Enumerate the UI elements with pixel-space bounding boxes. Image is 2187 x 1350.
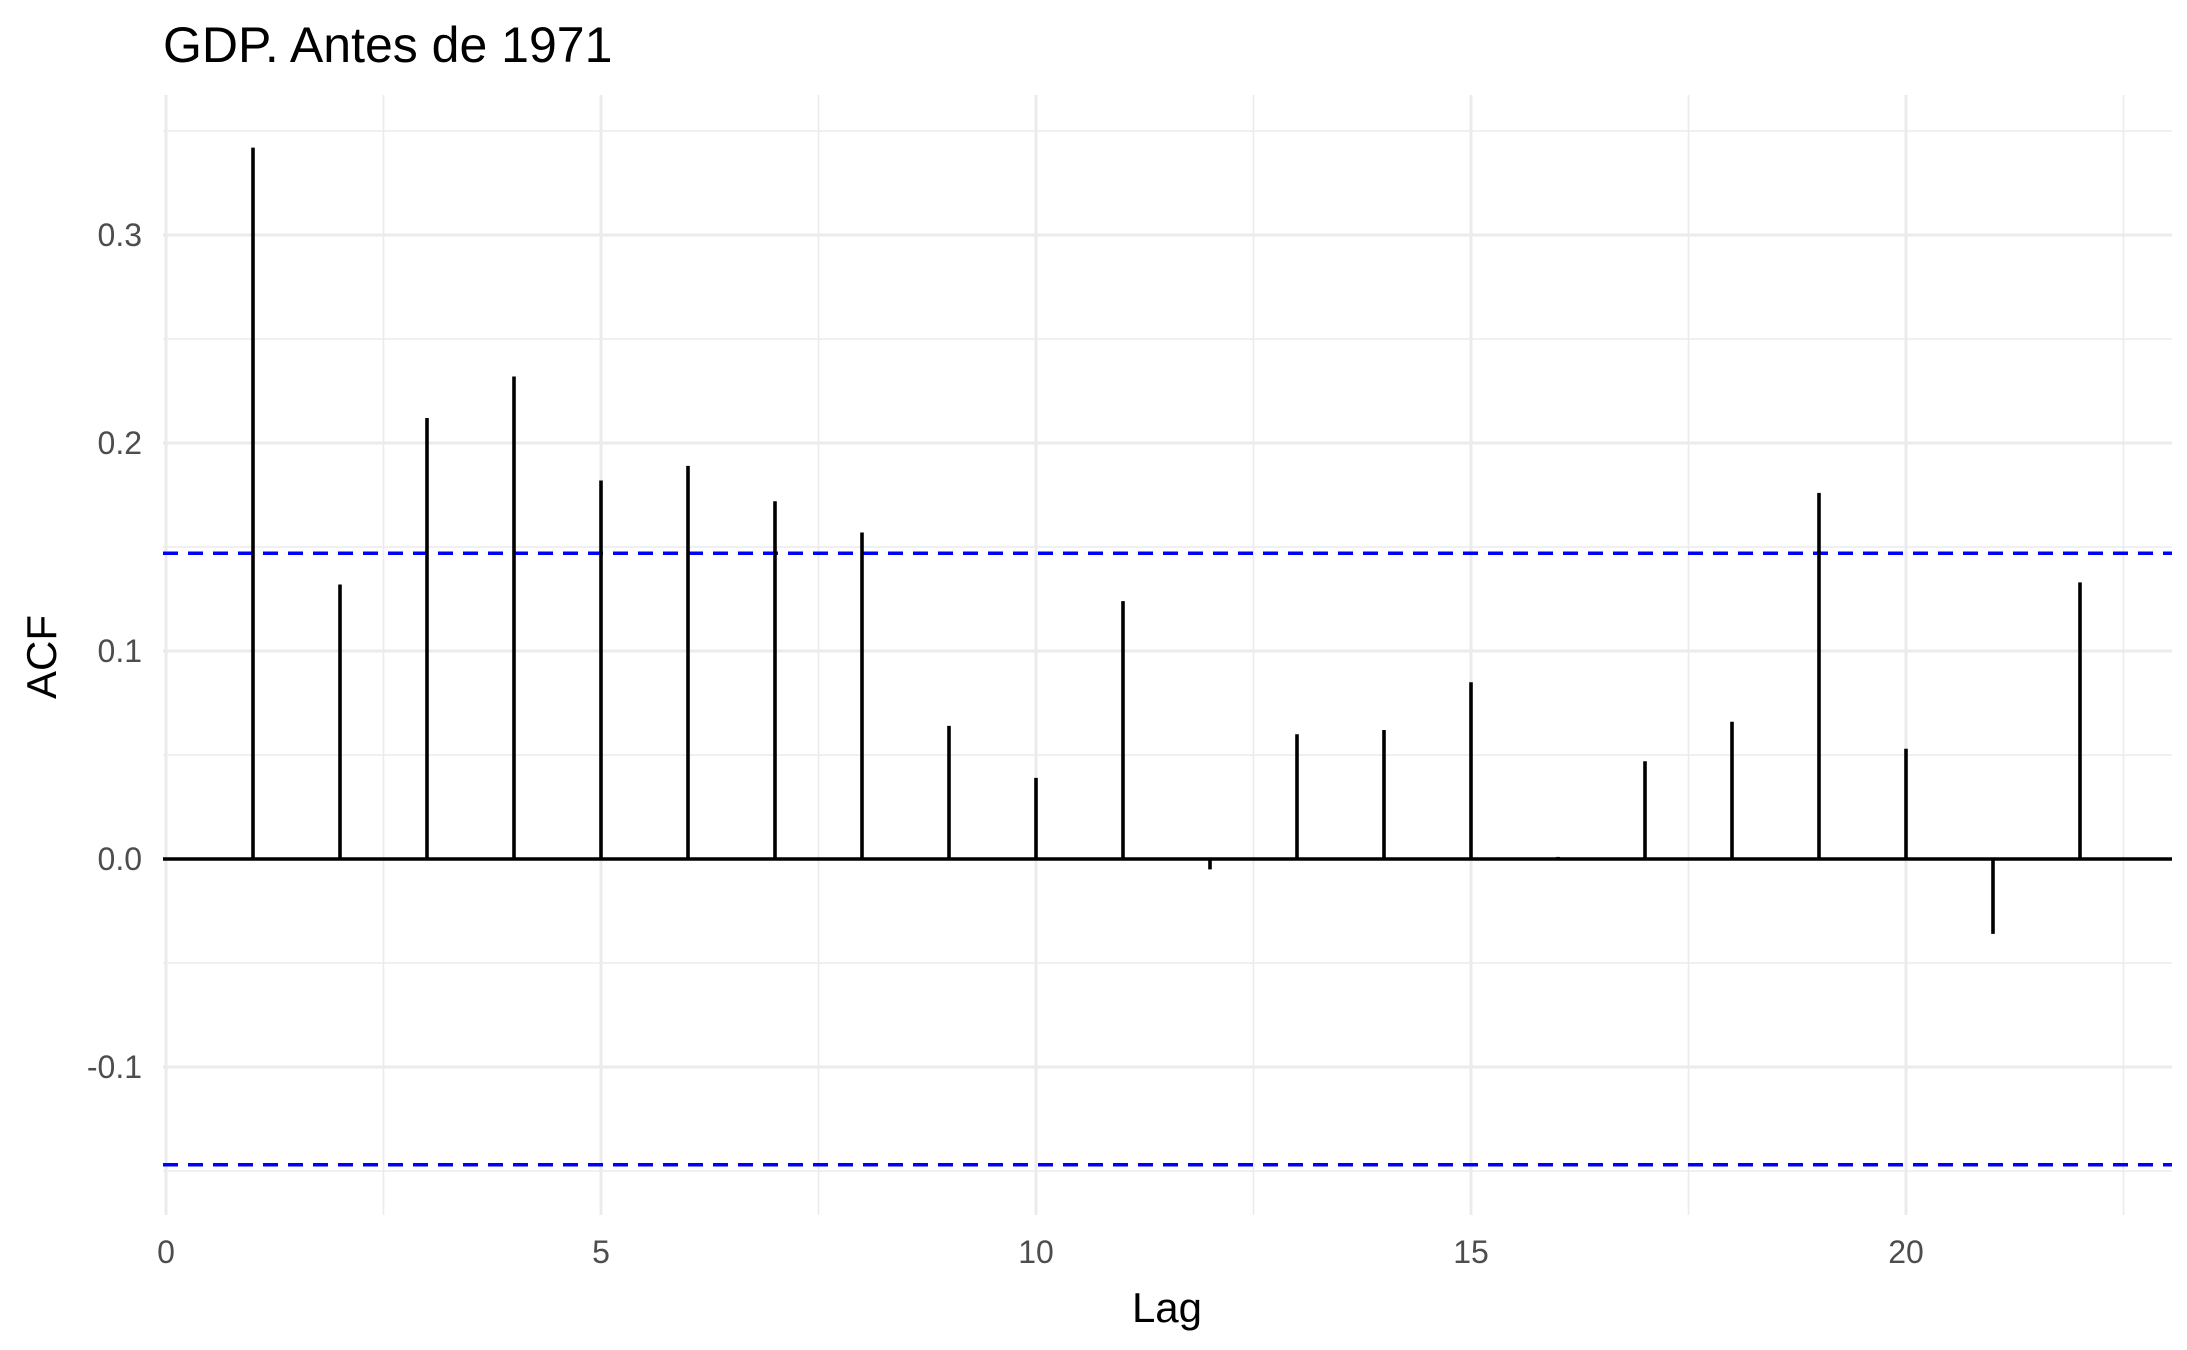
x-tick-label: 15 [1453,1234,1489,1270]
x-tick-label: 5 [592,1234,610,1270]
y-tick-label: 0.0 [98,841,142,877]
x-axis-ticks: 0 5 10 15 20 [157,1234,1924,1270]
x-axis-label: Lag [1132,1284,1202,1331]
chart-title: GDP. Antes de 1971 [163,17,612,73]
confidence-limit-lines [163,551,2172,1167]
y-axis-label: ACF [18,615,65,699]
y-tick-label: 0.2 [98,425,142,461]
y-tick-label: 0.3 [98,217,142,253]
grid-lines [163,95,2172,1215]
acf-bars [163,147,2172,934]
y-axis-ticks: -0.1 0.0 0.1 0.2 0.3 [87,217,142,1085]
x-tick-label: 20 [1888,1234,1924,1270]
x-tick-label: 10 [1018,1234,1054,1270]
x-tick-label: 0 [157,1234,175,1270]
y-tick-label: 0.1 [98,633,142,669]
y-tick-label: -0.1 [87,1049,142,1085]
